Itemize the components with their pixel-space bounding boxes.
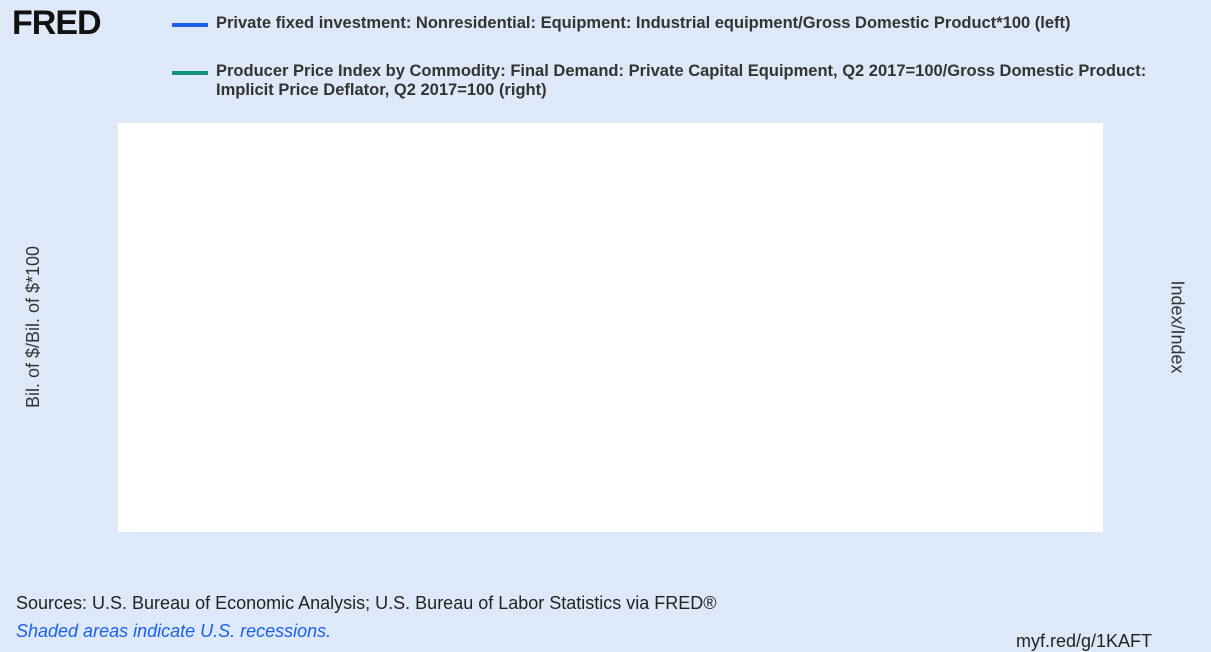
legend-label: Private fixed investment: Nonresidential…: [216, 14, 1071, 32]
note: Shaded areas indicate U.S. recessions.: [16, 621, 332, 641]
legend-swatch: [172, 71, 208, 75]
legend-label: Producer Price Index by Commodity: Final…: [216, 62, 1147, 99]
source: Sources: U.S. Bureau of Economic Analysi…: [16, 593, 717, 613]
y-axis-label: Bil. of $/Bil. of $*100: [23, 246, 43, 408]
url: myf.red/g/1KAFT: [1016, 631, 1153, 651]
logo: FRED: [12, 4, 102, 42]
y2-axis-label: Index/Index: [1167, 280, 1187, 373]
legend-swatch: [172, 23, 208, 27]
plot-area: [118, 123, 1103, 532]
